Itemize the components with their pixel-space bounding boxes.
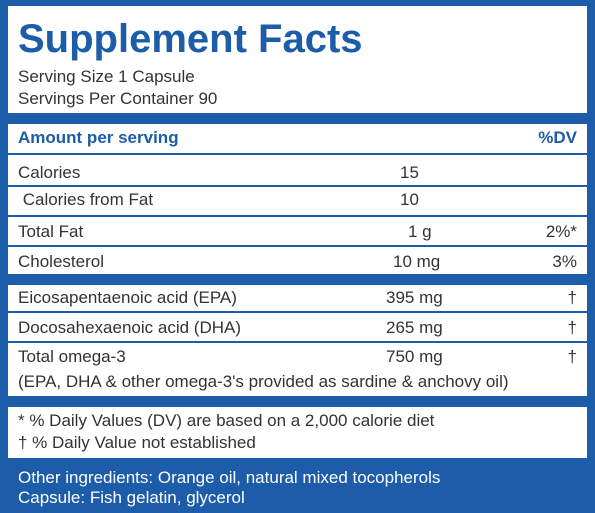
- amount: 10 mg: [393, 252, 441, 271]
- daily-value: 3%: [552, 252, 577, 271]
- ingredients: Other ingredients: Orange oil, natural m…: [18, 468, 441, 487]
- note: (EPA, DHA & other omega-3's provided as …: [18, 372, 509, 391]
- rule: [8, 311, 587, 313]
- title: Supplement Facts: [18, 17, 363, 61]
- serving-size: Serving Size 1 Capsule: [18, 67, 195, 86]
- amount: 15: [400, 163, 419, 182]
- nutrient: Total Fat: [18, 222, 84, 241]
- nutrient: Docosahexaenoic acid (DHA): [18, 318, 241, 337]
- rule: [8, 215, 587, 217]
- facts-panel: Supplement Facts Serving Size 1 Capsule …: [8, 6, 587, 458]
- rule: [8, 245, 587, 247]
- amount: 395 mg: [386, 288, 443, 307]
- rule: [8, 185, 587, 187]
- ingredients: Capsule: Fish gelatin, glycerol: [18, 488, 245, 507]
- nutrient: Calories: [18, 163, 81, 182]
- amount: 750 mg: [386, 347, 443, 366]
- amount: 265 mg: [386, 318, 443, 337]
- nutrient: Eicosapentaenoic acid (EPA): [18, 288, 237, 307]
- nutrient: Calories from Fat: [18, 190, 154, 209]
- amount: 1 g: [408, 222, 432, 241]
- footnote: † % Daily Value not established: [18, 433, 256, 452]
- rule: [8, 274, 587, 285]
- footnote: * % Daily Values (DV) are based on a 2,0…: [18, 411, 435, 430]
- daily-value: †: [567, 288, 577, 307]
- rule: [8, 113, 587, 124]
- rule: [8, 341, 587, 343]
- nutrient: Cholesterol: [18, 252, 104, 271]
- col-header: %DV: [538, 128, 577, 147]
- servings: Servings Per Container 90: [18, 89, 218, 108]
- daily-value: †: [567, 347, 577, 366]
- rule: [8, 396, 587, 407]
- daily-value: †: [567, 318, 577, 337]
- nutrient: Total omega-3: [18, 347, 126, 366]
- amount: 10: [400, 190, 419, 209]
- col-header: Amount per serving: [18, 128, 179, 147]
- rule: [8, 153, 587, 155]
- daily-value: 2%*: [545, 222, 577, 241]
